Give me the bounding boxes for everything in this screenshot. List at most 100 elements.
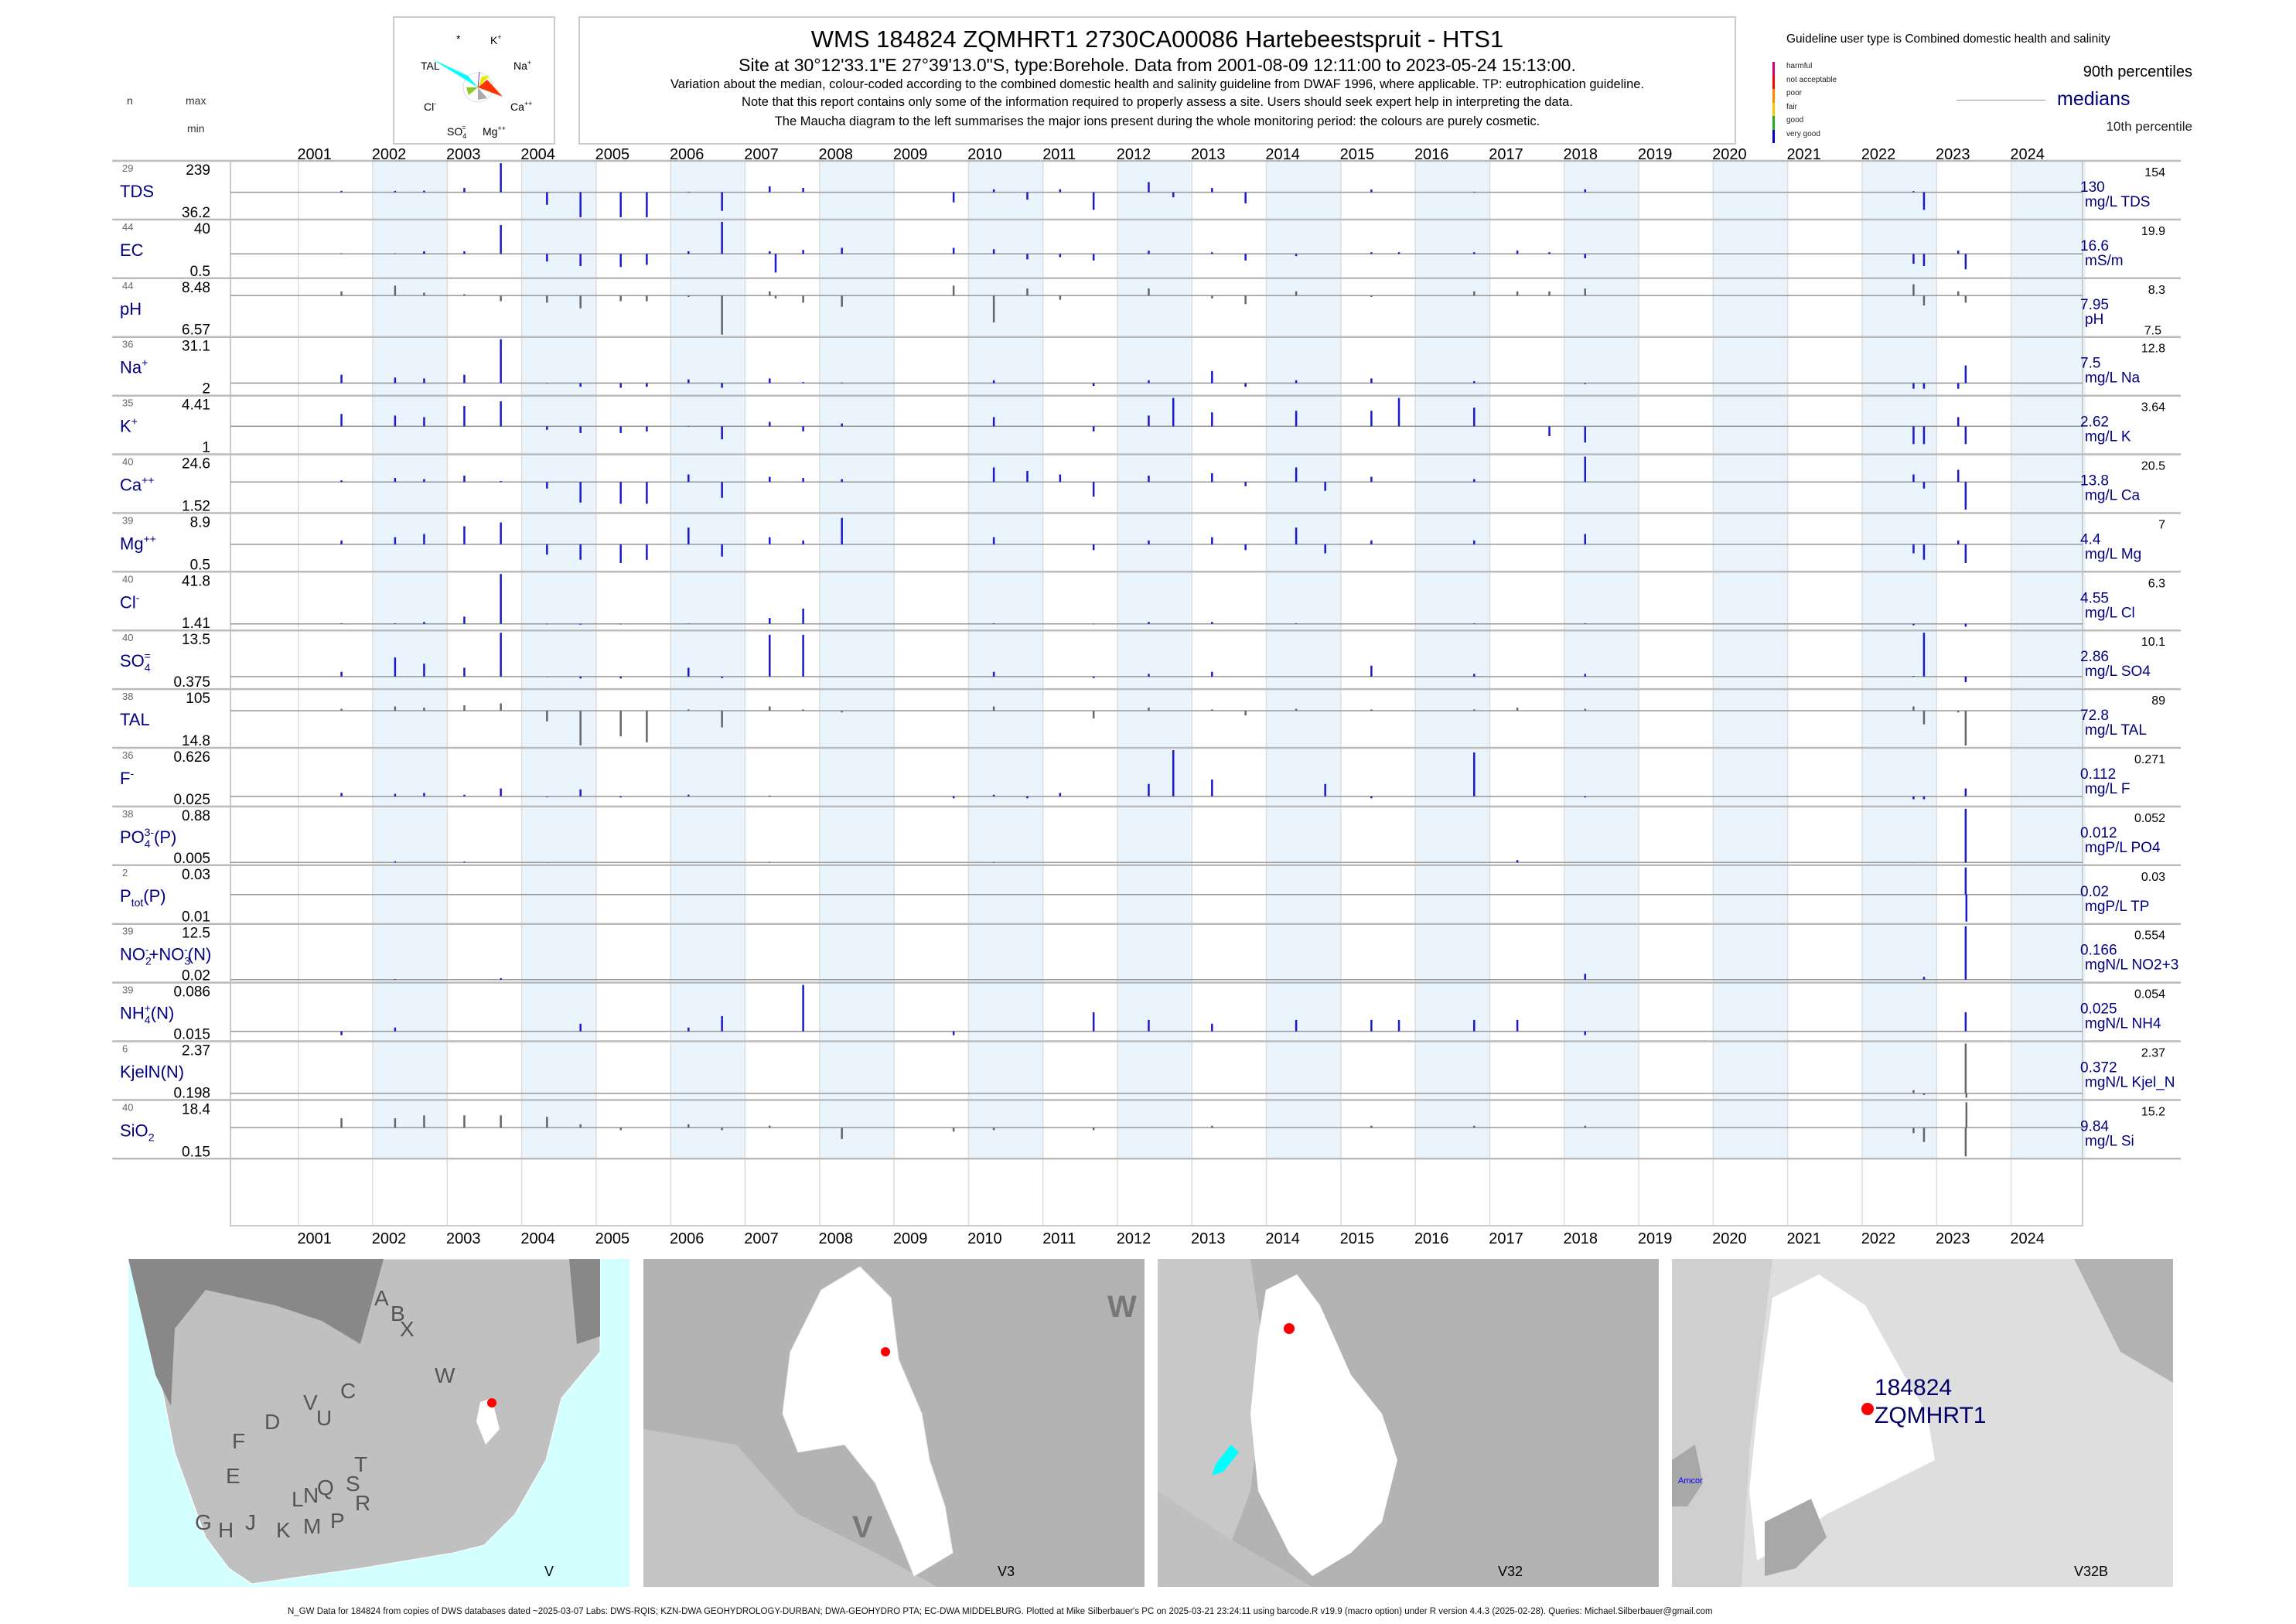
year-band (521, 161, 596, 1159)
sample-count: 44 (122, 221, 133, 233)
parameter-name-part: F (120, 769, 130, 788)
unit-label: mg/L Ca (2085, 488, 2141, 504)
drainage-region-label: G (195, 1510, 212, 1534)
year-tick-bottom: 2004 (520, 1230, 555, 1247)
year-band (373, 161, 448, 1159)
median-value: 16.6 (2080, 238, 2109, 254)
sample-count: 40 (122, 573, 133, 585)
min-value: 0.198 (173, 1085, 210, 1101)
year-band (2011, 161, 2086, 1159)
max-value: 18.4 (182, 1101, 210, 1117)
year-tick-bottom: 2002 (372, 1230, 407, 1247)
map-caption: V3 (998, 1564, 1015, 1579)
year-tick-top: 2018 (1564, 146, 1598, 163)
parameter-name: NO2-+NO3-(N) (120, 943, 211, 967)
year-tick-bottom: 2013 (1191, 1230, 1226, 1247)
map-caption: V32B (2074, 1564, 2108, 1579)
median-value: 7.5 (2080, 356, 2100, 372)
parameter-name-part: 4 (145, 838, 151, 850)
site-marker (1861, 1403, 1874, 1415)
year-band (1117, 161, 1192, 1159)
max-value: 13.5 (182, 632, 210, 648)
year-tick-bottom: 2003 (446, 1230, 481, 1247)
min-value: 0.015 (173, 1027, 210, 1043)
parameter-name-part: Cl (120, 592, 136, 612)
legend-label: good (1786, 116, 1804, 125)
drainage-region-label: C (340, 1379, 356, 1403)
maucha-label-ca: Ca++ (510, 100, 532, 113)
sample-count: 36 (122, 339, 133, 350)
legend-p90: 90th percentiles (2083, 63, 2192, 80)
parameter-name-part: P (120, 886, 131, 906)
unit-label: mS/m (2085, 253, 2124, 269)
p90-value: 2.37 (2141, 1047, 2165, 1060)
max-value: 8.48 (182, 280, 210, 296)
max-value: 12.5 (182, 926, 210, 942)
year-tick-bottom: 2016 (1414, 1230, 1449, 1247)
parameter-name-part: Ca (120, 476, 142, 495)
year-tick-bottom: 2001 (297, 1230, 332, 1247)
parameter-name-part: KjelN(N) (120, 1063, 184, 1082)
min-value: 0.005 (173, 851, 210, 867)
year-tick-bottom: 2023 (1936, 1230, 1970, 1247)
description-line: Variation about the median, colour-coded… (670, 77, 1645, 91)
p90-value: 3.64 (2141, 401, 2165, 415)
year-tick-top: 2020 (1712, 146, 1747, 163)
parameter-name-part: K (120, 417, 131, 436)
median-value: 0.02 (2080, 884, 2109, 900)
sample-count: 39 (122, 926, 133, 937)
drainage-region-label: F (232, 1429, 245, 1453)
drainage-region-label: J (245, 1510, 256, 1534)
sample-count: 6 (122, 1043, 128, 1055)
median-value: 4.4 (2080, 531, 2101, 548)
maucha-k-segment (477, 71, 480, 88)
p90-value: 8.3 (2148, 284, 2165, 297)
year-tick-top: 2004 (520, 146, 555, 163)
unit-label: mgN/L NO2+3 (2085, 957, 2178, 974)
year-tick-top: 2012 (1117, 146, 1151, 163)
legend-swatch-not-acceptable (1772, 75, 1775, 89)
drainage-region-label: Q (317, 1476, 334, 1499)
year-tick-bottom: 2008 (819, 1230, 854, 1247)
maucha-svg: * K+ TAL Na+ Cl- Ca++ SO4= Mg++ (421, 32, 532, 140)
parameter-name-part: (P) (143, 886, 165, 906)
p90-value: 0.271 (2134, 753, 2165, 766)
sample-count: 29 (122, 162, 133, 174)
sample-count: 35 (122, 397, 133, 409)
median-value: 130 (2080, 179, 2105, 196)
max-value: 0.03 (182, 867, 210, 883)
year-band (1266, 161, 1341, 1159)
sample-count: 2 (122, 867, 128, 879)
year-tick-bottom: 2012 (1117, 1230, 1151, 1247)
year-band (1713, 161, 1788, 1159)
sample-count: 40 (122, 456, 133, 468)
p90-value: 0.054 (2134, 988, 2165, 1001)
parameter-name-part: (N) (188, 945, 212, 964)
site-marker (881, 1347, 890, 1356)
min-value: 14.8 (182, 733, 210, 749)
map-caption: V32 (1498, 1564, 1523, 1579)
max-value: 24.6 (182, 456, 210, 473)
drainage-region-label: S (346, 1472, 360, 1496)
median-value: 0.372 (2080, 1060, 2117, 1076)
parameter-name: SiO2 (120, 1121, 155, 1143)
drainage-region-label: T (354, 1452, 367, 1476)
median-value: 7.95 (2080, 297, 2109, 313)
parameter-name: F- (120, 767, 134, 788)
sample-count: 39 (122, 984, 133, 996)
max-value: 0.086 (173, 984, 210, 1001)
drainage-region-label: K (276, 1518, 291, 1542)
column-header-n: n (127, 94, 133, 107)
legend-label: harmful (1786, 62, 1813, 70)
parameter-name-part: Na (120, 358, 142, 377)
parameter-name-part: 4 (145, 661, 151, 674)
drainage-region-label: N (303, 1483, 319, 1507)
parameter-name-part: (P) (154, 827, 176, 847)
